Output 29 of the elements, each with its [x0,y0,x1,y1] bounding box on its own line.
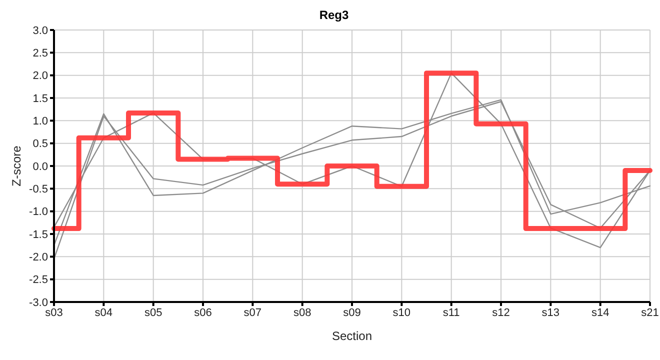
y-tick-label: -1.5 [29,228,48,241]
y-tick-label: -3.0 [29,296,48,309]
x-tick-label: s13 [542,306,560,319]
x-tick-label: s11 [442,306,460,319]
x-tick-label: s07 [244,306,262,319]
y-axis-title: Z-score [9,145,24,186]
y-tick-label: -0.5 [29,184,48,196]
y-tick-label: -2.5 [29,274,48,286]
y-tick-label: 1.5 [32,92,48,105]
x-tick-label: s12 [492,306,510,319]
x-tick-label: s08 [293,306,312,319]
y-tick-label: -2.0 [29,252,48,264]
x-tick-label: s21 [641,306,659,319]
y-tick-label: 3.0 [32,24,48,37]
y-tick-label: 0.5 [32,138,48,150]
x-tick-label: s09 [343,306,361,319]
x-tick-label: s10 [392,306,411,319]
x-axis-title: Section [332,329,372,343]
y-tick-label: 2.5 [32,48,48,60]
x-tick-label: s04 [94,306,113,319]
y-tick-label: -1.0 [29,206,48,218]
chart-title: Reg3 [318,8,350,24]
y-tick-label: 1.0 [32,116,48,128]
x-tick-label: s14 [591,306,610,319]
x-tick-label: s05 [144,306,162,319]
y-tick-label: 0.0 [32,160,48,173]
y-tick-label: 2.0 [32,70,48,82]
x-tick-label: s06 [194,306,212,319]
x-tick-label: s03 [45,306,63,319]
